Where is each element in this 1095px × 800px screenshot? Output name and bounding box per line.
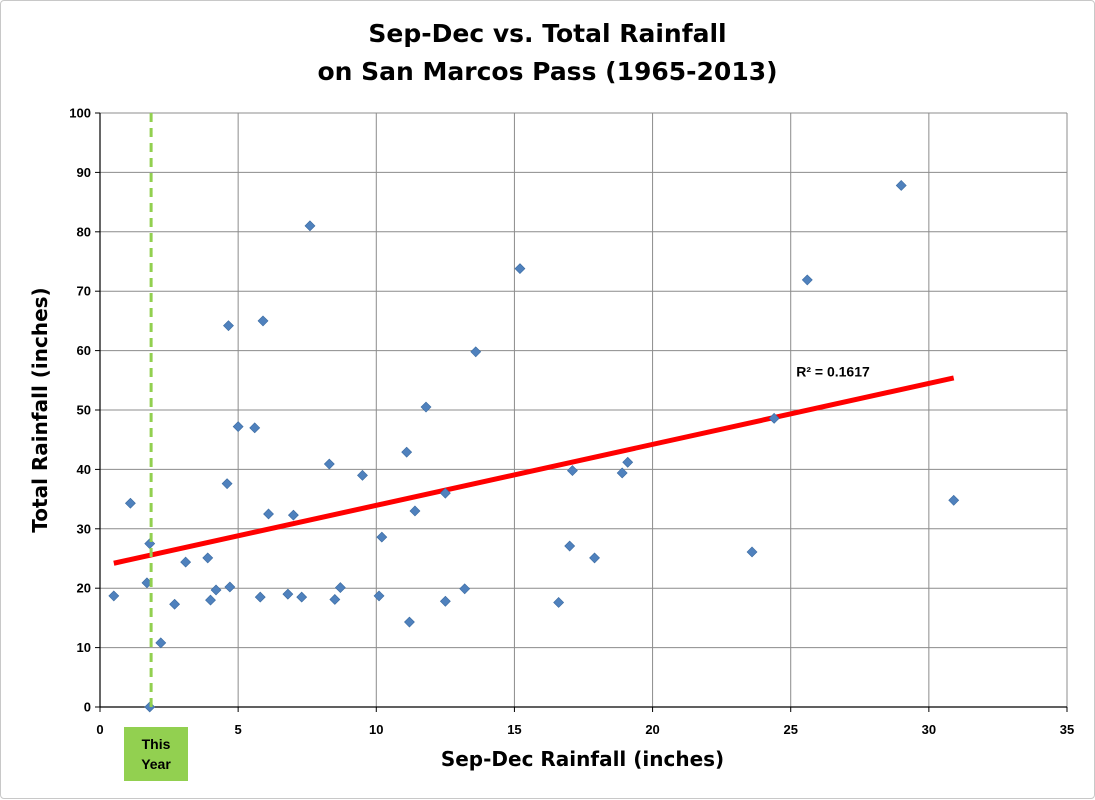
r-squared-label: R² = 0.1617 (796, 363, 870, 379)
x-tick-label: 25 (783, 722, 797, 737)
this-year-label-line1: This (141, 736, 171, 752)
x-tick-label: 15 (507, 722, 521, 737)
data-point (948, 494, 960, 506)
data-point (567, 465, 578, 477)
x-tick-label: 5 (235, 722, 242, 737)
data-point (334, 582, 346, 594)
y-tick-label: 40 (77, 462, 91, 477)
y-tick-label: 80 (77, 224, 91, 239)
data-point (254, 591, 266, 603)
x-axis-label: Sep-Dec Rainfall (inches) (440, 747, 725, 771)
data-point (180, 556, 192, 568)
x-tick-labels: 0 5 10 15 20 25 30 35 (96, 722, 1074, 737)
data-point (564, 540, 576, 552)
y-tick-label: 30 (77, 521, 91, 536)
data-point (155, 637, 167, 649)
y-tick-labels: 0 10 20 30 40 50 60 70 80 90 100 (69, 106, 91, 715)
y-tick-label: 90 (77, 165, 91, 180)
data-point (622, 456, 634, 468)
y-tick-label: 10 (77, 640, 91, 655)
data-point (296, 591, 308, 603)
this-year-label: This Year (124, 727, 188, 781)
data-point (404, 616, 415, 628)
trendline (113, 375, 955, 566)
data-point (224, 581, 236, 593)
data-point (420, 401, 432, 413)
x-tick-label: 0 (96, 722, 103, 737)
data-point (221, 478, 233, 490)
data-point (746, 546, 758, 558)
data-point (357, 469, 368, 481)
data-point (329, 594, 341, 605)
chart-title-line2: on San Marcos Pass (1965-2013) (317, 57, 778, 86)
y-tick-label: 60 (77, 343, 91, 358)
data-point (459, 583, 471, 595)
y-tick-label: 50 (77, 403, 91, 418)
x-tick-label: 10 (369, 722, 383, 737)
data-point (895, 180, 907, 191)
data-point (439, 487, 451, 499)
grid-lines (100, 112, 1068, 707)
data-point (287, 509, 299, 521)
x-tick-label: 30 (922, 722, 936, 737)
y-tick-label: 70 (77, 284, 91, 299)
data-point (409, 505, 421, 517)
data-point (257, 315, 269, 327)
data-point (108, 590, 120, 602)
data-point (263, 508, 274, 520)
chart-title-line1: Sep-Dec vs. Total Rainfall (368, 19, 727, 48)
data-point (282, 588, 294, 600)
data-point (514, 263, 526, 275)
data-point (401, 446, 413, 458)
data-point (439, 595, 451, 607)
data-point (376, 531, 388, 543)
data-point (589, 552, 600, 564)
data-point (801, 274, 813, 286)
data-point (223, 320, 234, 332)
data-point (124, 497, 136, 509)
y-tick-label: 0 (84, 700, 91, 715)
trendline-group: R² = 0.1617 (113, 363, 955, 566)
data-point (202, 552, 214, 564)
data-point (470, 346, 482, 358)
data-point (323, 458, 335, 470)
y-tick-label: 20 (77, 581, 91, 596)
data-point (373, 590, 385, 602)
data-point (210, 584, 222, 596)
data-point (768, 412, 780, 424)
data-point (553, 597, 565, 608)
data-point (205, 594, 216, 606)
data-point (249, 422, 261, 434)
chart-title: Sep-Dec vs. Total Rainfall on San Marcos… (0, 15, 1095, 91)
this-year-label-line2: Year (141, 756, 171, 772)
y-tick-label: 100 (69, 106, 91, 121)
data-point (304, 220, 316, 232)
axes (95, 112, 1068, 712)
x-tick-label: 20 (645, 722, 659, 737)
data-point (616, 467, 628, 479)
x-tick-label: 35 (1060, 722, 1074, 737)
data-point (232, 421, 244, 433)
data-points (108, 180, 960, 713)
data-point (169, 598, 181, 610)
